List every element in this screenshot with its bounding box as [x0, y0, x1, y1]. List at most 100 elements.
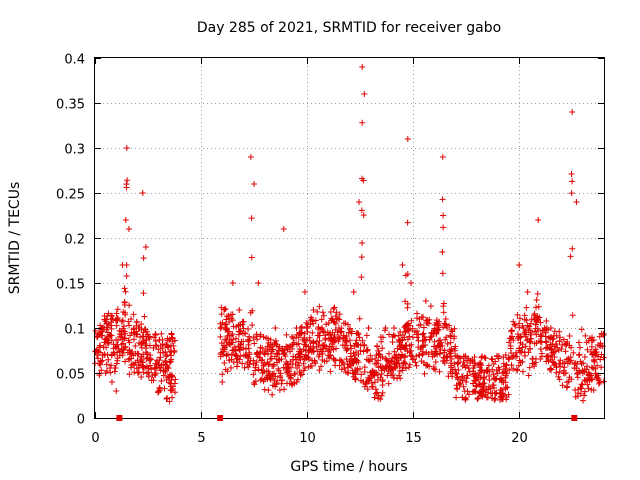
data-point [524, 289, 531, 295]
data-point [114, 341, 121, 348]
data-point [343, 345, 350, 352]
data-point [374, 343, 381, 349]
data-point [371, 394, 378, 401]
data-point [134, 350, 141, 357]
data-point [431, 352, 438, 358]
data-point [413, 353, 420, 360]
data-point [113, 322, 120, 329]
data-point [548, 366, 555, 373]
data-point [508, 349, 515, 356]
data-point [140, 290, 147, 297]
data-point [157, 364, 164, 371]
data-point [347, 342, 354, 349]
data-point [272, 325, 279, 331]
data-point [298, 323, 305, 330]
data-point [404, 336, 411, 343]
data-point [361, 91, 368, 97]
data-point [596, 333, 603, 340]
data-point [356, 199, 363, 205]
data-point [141, 313, 148, 320]
data-point [508, 362, 515, 369]
data-point [163, 353, 170, 360]
data-point [535, 303, 542, 310]
data-point [386, 331, 392, 338]
data-point [144, 328, 151, 335]
data-point [346, 337, 353, 344]
data-point [101, 316, 108, 323]
data-point [105, 310, 112, 317]
data-point [157, 387, 164, 394]
data-point [223, 325, 230, 331]
data-point [529, 360, 536, 367]
data-point [434, 351, 441, 358]
data-point [525, 349, 532, 356]
data-point [375, 347, 382, 354]
data-point [392, 353, 399, 360]
data-point [443, 334, 450, 341]
data-point [550, 348, 557, 355]
zero-markers [116, 415, 578, 421]
data-point [343, 356, 350, 363]
data-point [291, 371, 298, 378]
data-point [172, 376, 179, 383]
data-point [451, 333, 458, 340]
data-point [219, 371, 226, 378]
data-point [336, 311, 343, 318]
data-point [485, 362, 492, 369]
data-point [459, 394, 466, 401]
data-point [265, 361, 272, 367]
data-point [569, 178, 576, 185]
data-point [153, 361, 160, 367]
data-point [122, 330, 129, 337]
data-point [511, 321, 518, 328]
data-point [357, 347, 364, 354]
data-point [157, 343, 164, 349]
data-point [219, 379, 226, 385]
data-point [439, 270, 446, 277]
data-point [163, 376, 170, 383]
data-point [580, 360, 587, 367]
data-point [311, 357, 318, 364]
data-point [471, 377, 478, 384]
data-point [152, 365, 159, 372]
data-point [578, 326, 585, 333]
data-point [123, 184, 130, 191]
data-point [149, 372, 156, 379]
data-point [164, 352, 171, 358]
data-point [148, 377, 155, 384]
data-point [600, 354, 607, 361]
data-point [551, 328, 558, 335]
data-point [162, 357, 169, 364]
data-point [359, 64, 366, 70]
data-point [525, 372, 532, 379]
data-point [505, 354, 512, 361]
data-point [134, 357, 141, 364]
data-point [282, 361, 289, 368]
data-point [397, 329, 404, 336]
y-tick-label: 0.1 [64, 323, 85, 338]
chart-title: Day 285 of 2021, SRMTID for receiver gab… [197, 20, 501, 36]
data-point [442, 321, 449, 328]
data-point [552, 341, 559, 348]
data-point [132, 343, 139, 349]
data-point [399, 331, 406, 338]
data-point [522, 343, 529, 350]
data-point [315, 341, 322, 348]
data-point [396, 336, 403, 343]
data-point [483, 368, 490, 375]
data-point [600, 378, 607, 385]
data-point [527, 345, 534, 352]
data-point [576, 351, 583, 358]
data-point [432, 348, 439, 355]
data-point [280, 350, 287, 357]
data-point [249, 307, 256, 314]
data-point [223, 352, 230, 359]
data-point [336, 362, 343, 369]
data-point [456, 380, 463, 387]
data-point [432, 359, 439, 366]
data-point [121, 285, 128, 292]
data-point [406, 333, 413, 340]
data-point [408, 280, 415, 286]
data-point [128, 316, 135, 322]
data-point [303, 319, 310, 326]
